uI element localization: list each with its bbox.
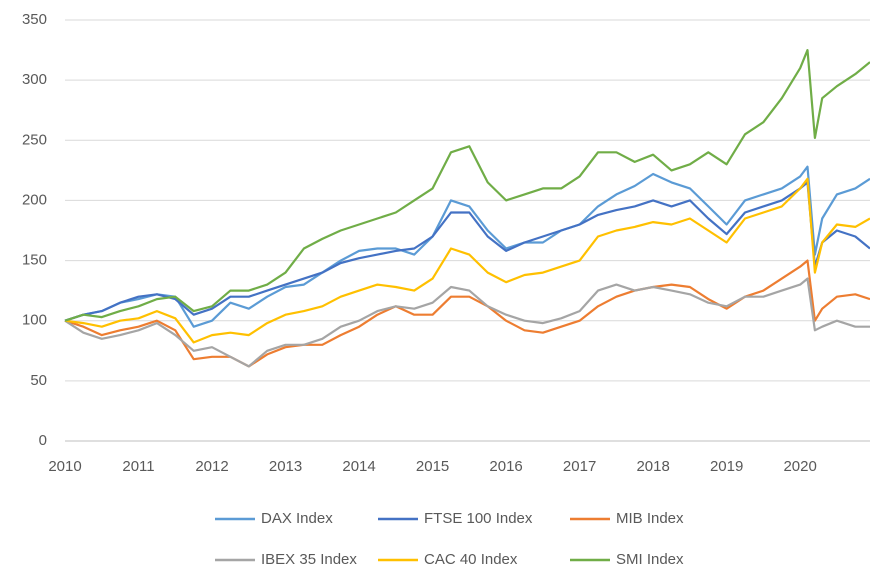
series-line	[64, 181, 870, 322]
y-tick-label: 0	[39, 432, 47, 449]
series-line	[64, 277, 870, 368]
x-tick-label: 2014	[342, 458, 375, 475]
x-tick-label: 2013	[269, 458, 302, 475]
x-tick-label: 2015	[416, 458, 449, 475]
legend-label: MIB Index	[616, 510, 684, 527]
series-line	[64, 177, 870, 344]
x-tick-label: 2012	[195, 458, 228, 475]
y-tick-label: 50	[30, 372, 47, 389]
y-tick-label: 100	[22, 312, 47, 329]
x-tick-label: 2019	[710, 458, 743, 475]
series-line	[64, 49, 870, 322]
x-tick-label: 2010	[48, 458, 81, 475]
x-tick-label: 2016	[489, 458, 522, 475]
y-tick-label: 200	[22, 191, 47, 208]
legend-label: SMI Index	[616, 551, 684, 568]
y-tick-label: 300	[22, 71, 47, 88]
x-tick-label: 2017	[563, 458, 596, 475]
y-tick-label: 350	[22, 11, 47, 28]
x-tick-label: 2018	[636, 458, 669, 475]
series-line	[64, 165, 870, 328]
legend-label: CAC 40 Index	[424, 551, 518, 568]
legend-label: IBEX 35 Index	[261, 551, 357, 568]
legend-label: DAX Index	[261, 510, 333, 527]
x-tick-label: 2020	[783, 458, 816, 475]
y-tick-label: 150	[22, 252, 47, 269]
y-tick-label: 250	[22, 131, 47, 148]
legend-label: FTSE 100 Index	[424, 510, 533, 527]
x-tick-label: 2011	[122, 458, 154, 475]
